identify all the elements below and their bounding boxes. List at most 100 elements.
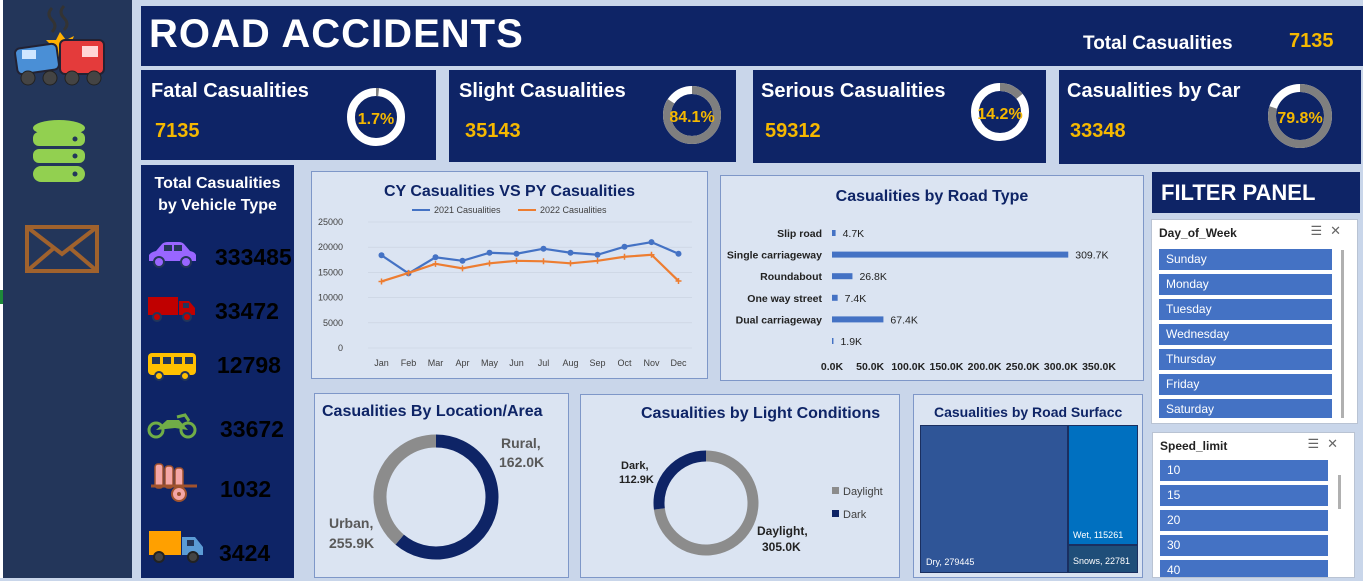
kpi-donut: 84.1% bbox=[663, 86, 721, 144]
slicer-option-tuesday[interactable]: Tuesday bbox=[1159, 299, 1332, 320]
series-point bbox=[432, 254, 439, 261]
x-tick-label: Oct bbox=[617, 358, 632, 368]
bar-category-label: One way street bbox=[747, 293, 822, 305]
filter-panel-header: FILTER PANEL bbox=[1152, 172, 1360, 213]
kpi-card-serious: Serious Casualities 59312 14.2% bbox=[753, 70, 1046, 163]
slicer-option-40[interactable]: 40 bbox=[1160, 560, 1328, 577]
header: ROAD ACCIDENTS Total Casualities 7135 bbox=[141, 6, 1363, 66]
bar-data-label: 309.7K bbox=[1075, 250, 1108, 262]
donut-slice-daylight bbox=[653, 450, 759, 556]
series-point bbox=[513, 250, 520, 257]
clear-filter-icon[interactable]: ✕ bbox=[1330, 223, 1349, 238]
slicer-option-thursday[interactable]: Thursday bbox=[1159, 349, 1332, 370]
slicer-option-saturday[interactable]: Saturday bbox=[1159, 399, 1332, 418]
series-point bbox=[540, 258, 547, 265]
multi-select-icon[interactable]: ☰ bbox=[1307, 436, 1328, 451]
treemap-cell-wet: Wet, 115261 bbox=[1068, 425, 1138, 545]
bar-data-label: 1.9K bbox=[840, 336, 862, 348]
x-tick-label: 150.0K bbox=[929, 361, 963, 373]
bar-category-label: Dual carriageway bbox=[736, 314, 823, 326]
car-crash-icon[interactable] bbox=[12, 4, 108, 90]
kpi-value: 33348 bbox=[1070, 120, 1126, 142]
light-conditions-chart: Casualities by Light Conditions Dark, 11… bbox=[580, 394, 900, 578]
vehicle-type-panel: Total Casualities by Vehicle Type 333485… bbox=[141, 165, 294, 578]
slicer-option-wednesday[interactable]: Wednesday bbox=[1159, 324, 1332, 345]
multi-select-icon[interactable]: ☰ bbox=[1310, 223, 1331, 238]
slicer-option-15[interactable]: 15 bbox=[1160, 485, 1328, 506]
series-point bbox=[378, 278, 385, 285]
treemap-label: Snows, 22781 bbox=[1073, 556, 1131, 566]
truck-icon bbox=[148, 297, 195, 322]
bar-mark bbox=[832, 230, 836, 236]
x-tick-label: Mar bbox=[428, 358, 444, 368]
clear-filter-icon[interactable]: ✕ bbox=[1327, 436, 1346, 451]
series-point bbox=[405, 269, 412, 276]
page-title: ROAD ACCIDENTS bbox=[149, 12, 524, 56]
slicer-option-10[interactable]: 10 bbox=[1160, 460, 1328, 481]
slicer-option-sunday[interactable]: Sunday bbox=[1159, 249, 1332, 270]
y-tick-label: 0 bbox=[338, 343, 343, 353]
slice-label-rural-value: 162.0K bbox=[499, 454, 544, 470]
series-point bbox=[594, 251, 601, 258]
vehicle-panel-title-line2: by Vehicle Type bbox=[158, 197, 277, 214]
series-point bbox=[486, 260, 493, 267]
chart-title: Casualities by Light Conditions bbox=[641, 405, 881, 422]
series-line-0 bbox=[380, 241, 679, 275]
x-tick-label: Apr bbox=[455, 358, 469, 368]
database-icon[interactable] bbox=[30, 118, 88, 186]
kpi-donut: 1.7% bbox=[347, 88, 405, 146]
slice-label-daylight-value: 305.0K bbox=[762, 540, 801, 554]
x-tick-label: Feb bbox=[401, 358, 417, 368]
treemap-cell-snows: Snows, 22781 bbox=[1068, 545, 1138, 573]
bar-mark bbox=[832, 273, 853, 280]
bar-mark bbox=[832, 316, 884, 323]
x-tick-label: 50.0K bbox=[856, 361, 884, 373]
road-type-chart: Casualities by Road Type Slip road 4.7K Si… bbox=[720, 175, 1144, 381]
y-tick-label: 10000 bbox=[318, 293, 343, 303]
kpi-donut: 79.8% bbox=[1268, 84, 1332, 148]
kpi-card-slight: Slight Casualities 35143 84.1% bbox=[449, 70, 736, 162]
donut-slice-urban bbox=[395, 434, 499, 560]
series-point bbox=[459, 257, 466, 264]
kpi-percent: 1.7% bbox=[358, 111, 394, 128]
line-chart-svg: 2021 Casualities 2022 Casualities 0 5000 10… bbox=[318, 205, 692, 368]
series-point bbox=[378, 252, 385, 259]
x-tick-label: Sep bbox=[589, 358, 605, 368]
kpi-value: 35143 bbox=[465, 120, 521, 142]
bar-category-label: Slip road bbox=[777, 228, 822, 240]
bar-mark bbox=[832, 251, 1069, 258]
total-casualities-label: Total Casualities bbox=[1083, 33, 1233, 54]
kpi-label: Fatal Casualities bbox=[151, 80, 309, 102]
vehicle-car-value: 333485 bbox=[215, 244, 292, 270]
chart-title: Casualities By Location/Area bbox=[322, 403, 543, 420]
slicer-scrollbar[interactable] bbox=[1338, 475, 1341, 509]
x-tick-label: Jul bbox=[538, 358, 550, 368]
bar-chart-svg: Slip road 4.7K Single carriageway 309.7K Rou… bbox=[727, 228, 1116, 373]
bar-mark bbox=[832, 294, 838, 301]
slicer-option-friday[interactable]: Friday bbox=[1159, 374, 1332, 395]
slicer-option-30[interactable]: 30 bbox=[1160, 535, 1328, 556]
slicer-scrollbar[interactable] bbox=[1341, 250, 1344, 418]
x-tick-label: May bbox=[481, 358, 499, 368]
legend-swatch-daylight bbox=[832, 487, 839, 494]
slice-label-rural-name: Rural, bbox=[501, 435, 541, 451]
y-tick-label: 20000 bbox=[318, 242, 343, 252]
legend-label-dark: Dark bbox=[843, 509, 867, 521]
slicer-option-20[interactable]: 20 bbox=[1160, 510, 1328, 531]
chart-title: Casualities by Road Surfacc bbox=[934, 404, 1123, 420]
slicer-header: Speed_limit bbox=[1160, 439, 1228, 453]
bar-category-label: Roundabout bbox=[760, 271, 822, 283]
sidebar bbox=[0, 0, 132, 578]
slicer-controls: ☰✕ bbox=[1310, 223, 1349, 239]
series-point bbox=[567, 249, 574, 256]
cy-vs-py-chart: CY Casualities VS PY Casualities 2021 Ca… bbox=[311, 171, 708, 379]
kpi-percent: 14.2% bbox=[977, 106, 1022, 123]
slicer-option-monday[interactable]: Monday bbox=[1159, 274, 1332, 295]
treemap-label: Dry, 279445 bbox=[926, 557, 975, 567]
van-icon bbox=[149, 531, 203, 563]
x-tick-label: 200.0K bbox=[968, 361, 1002, 373]
kpi-label: Casualities by Car bbox=[1067, 80, 1241, 102]
vehicle-panel-title-line1: Total Casualities bbox=[154, 175, 281, 192]
legend-swatch-dark bbox=[832, 510, 839, 517]
mail-icon[interactable] bbox=[24, 224, 100, 274]
